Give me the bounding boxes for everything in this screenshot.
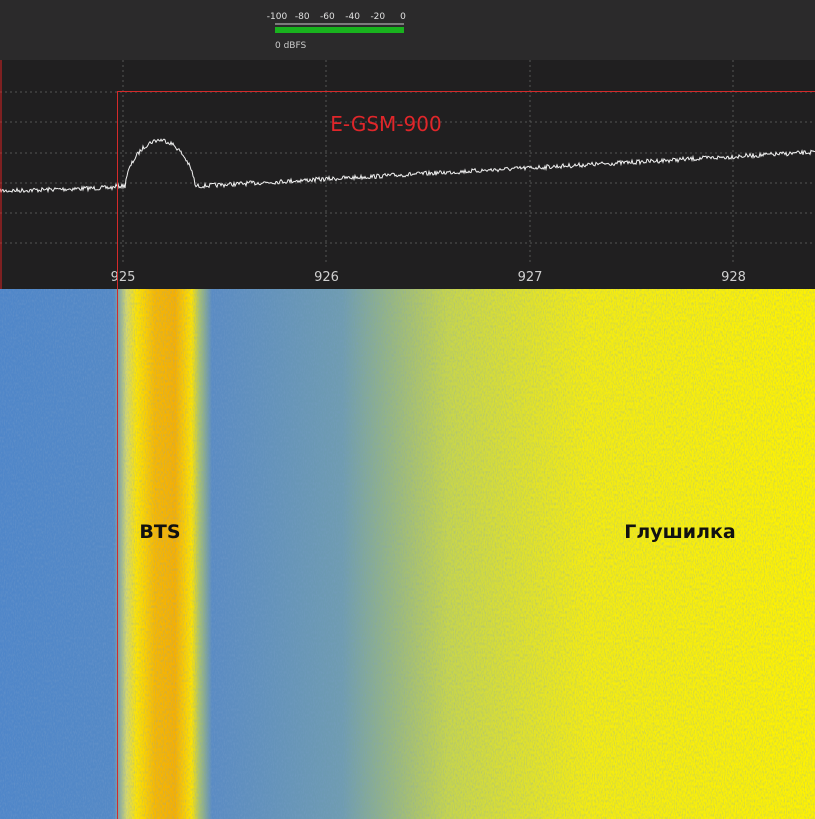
frequency-label: 925 <box>111 270 136 285</box>
spectrum-panel <box>0 60 815 289</box>
waterfall-noise <box>0 289 815 819</box>
meter-unit: 0 dBFS <box>275 41 306 51</box>
band-marker <box>117 91 815 819</box>
meter-tick-label: -80 <box>295 12 310 22</box>
meter-ticks: -100 -80 -60 -40 -20 0 <box>267 12 406 22</box>
frequency-label: 927 <box>518 270 543 285</box>
meter-tick-label: -100 <box>267 12 288 22</box>
meter-tick-label: -20 <box>370 12 385 22</box>
waterfall-label: BTS <box>139 521 180 543</box>
frequency-label: 928 <box>721 270 746 285</box>
frequency-label: 926 <box>314 270 339 285</box>
meter-tick-label: 0 <box>400 12 406 22</box>
top-bar <box>0 0 815 60</box>
waterfall-label: Глушилка <box>624 521 736 543</box>
spectrum-trace <box>0 138 815 195</box>
frequency-axis: 925 926 927 928 <box>111 270 746 285</box>
band-label: E-GSM-900 <box>330 112 441 136</box>
meter-tick-label: -60 <box>320 12 335 22</box>
level-bar <box>275 27 404 33</box>
meter-tick-label: -40 <box>345 12 360 22</box>
